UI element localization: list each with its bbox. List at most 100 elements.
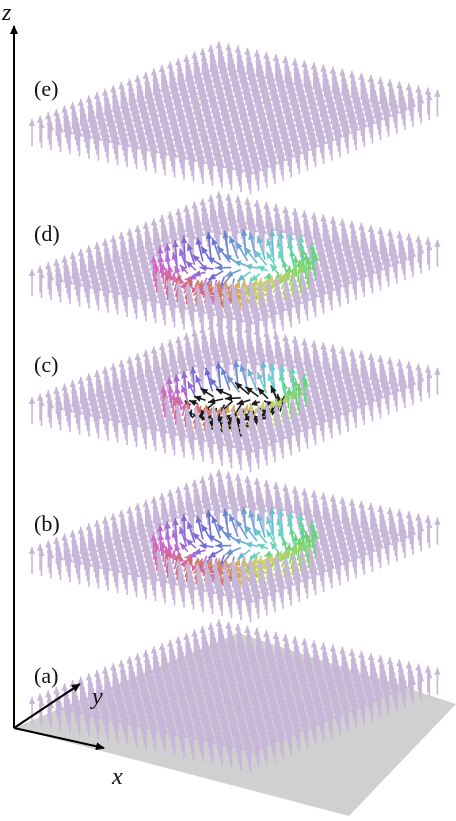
- spin-arrow-head: [317, 239, 324, 247]
- spin-arrow-head: [369, 266, 376, 274]
- spin-arrow-head: [239, 134, 246, 142]
- spin-arrow-head: [203, 64, 210, 72]
- spin-arrow-head: [276, 273, 283, 281]
- spin-arrow-head: [213, 494, 220, 502]
- spin-arrow-head: [122, 376, 129, 384]
- spin-arrow-head: [230, 287, 238, 295]
- spin-arrow-head: [264, 207, 271, 215]
- spin-arrow-head: [211, 133, 219, 141]
- spin-arrow-head: [236, 329, 243, 337]
- spin-arrow-head: [294, 647, 301, 655]
- spin-arrow-head: [207, 44, 214, 52]
- spin-arrow-head: [287, 506, 295, 513]
- spin-arrow-head: [134, 225, 141, 233]
- spin-arrow-head: [285, 567, 292, 575]
- spin-arrow-head: [218, 589, 226, 596]
- spin-arrow-head: [221, 341, 228, 349]
- spin-arrow-head: [291, 208, 299, 216]
- spin-arrow-head: [344, 368, 352, 376]
- spin-arrow-head: [377, 505, 384, 513]
- spin-arrow-head: [73, 396, 80, 404]
- spin-arrow-head: [276, 348, 284, 356]
- spin-arrow-head: [267, 346, 274, 354]
- spin-arrow-head: [312, 495, 319, 503]
- spin-arrow-head: [160, 142, 167, 150]
- spin-arrow-head: [302, 215, 309, 223]
- spin-arrow-head: [28, 547, 36, 554]
- spin-arrow-head: [259, 144, 266, 152]
- spin-arrow-head: [417, 246, 425, 254]
- spin-arrow-head: [179, 542, 187, 551]
- spin-arrow-head: [85, 373, 93, 381]
- spin-arrow-head: [359, 78, 366, 86]
- spin-arrow-head: [36, 265, 44, 273]
- spin-arrow-head: [114, 251, 121, 259]
- spin-arrow-head: [205, 142, 212, 150]
- spin-arrow-head: [123, 568, 131, 575]
- spin-arrow-head: [263, 402, 270, 410]
- spin-arrow-head: [333, 119, 341, 127]
- spin-arrow-head: [260, 113, 268, 121]
- spin-arrow-head: [365, 250, 372, 258]
- spin-arrow-head: [289, 366, 296, 374]
- spin-arrow-head: [331, 386, 338, 394]
- spin-arrow-head: [249, 292, 257, 299]
- spin-arrow-head: [245, 439, 253, 447]
- spin-arrow-head: [36, 115, 44, 123]
- spin-arrow-head: [45, 390, 52, 398]
- spin-arrow-head: [257, 555, 264, 563]
- spin-arrow-head: [198, 301, 205, 309]
- spin-arrow-head: [65, 271, 72, 279]
- spin-arrow-head: [110, 235, 117, 243]
- spin-arrow-head: [322, 75, 330, 83]
- spin-arrow-head: [352, 365, 360, 373]
- spin-arrow-head: [272, 54, 280, 61]
- spin-arrow-head: [249, 647, 257, 655]
- spin-arrow-head: [247, 403, 254, 411]
- spin-arrow-head: [137, 514, 144, 522]
- spin-arrow-head: [233, 298, 241, 306]
- spin-arrow-head: [145, 396, 152, 404]
- spin-arrow-head: [139, 375, 147, 382]
- spin-arrow-head: [138, 519, 145, 527]
- spin-arrow-head: [206, 111, 213, 119]
- spin-arrow-head: [175, 486, 182, 494]
- spin-arrow-head: [287, 518, 294, 527]
- spin-arrow-head: [196, 73, 204, 81]
- spin-arrow-head: [104, 99, 112, 107]
- spin-arrow-head: [355, 376, 362, 384]
- spin-arrow-head: [304, 293, 311, 301]
- spin-arrow-head: [114, 287, 121, 295]
- spin-arrow-head: [263, 88, 270, 96]
- spin-arrow-head: [185, 556, 192, 564]
- spin-arrow-head: [291, 94, 299, 102]
- spin-arrow-head: [274, 281, 281, 289]
- spin-arrow-head: [146, 366, 154, 374]
- spin-arrow-head: [297, 230, 304, 238]
- spin-arrow-head: [275, 214, 282, 222]
- spin-arrow-head: [297, 235, 305, 243]
- spin-arrow-head: [294, 291, 302, 299]
- spin-arrow-head: [305, 112, 312, 120]
- spin-arrow-head: [256, 210, 263, 218]
- spin-arrow-head: [298, 543, 305, 552]
- spin-arrow-head: [174, 544, 181, 552]
- spin-arrow-head: [312, 140, 319, 148]
- spin-arrow-head: [278, 75, 285, 83]
- spin-arrow-head: [350, 226, 357, 234]
- spin-arrow-head: [253, 122, 261, 130]
- spin-arrow-head: [215, 191, 223, 199]
- spin-arrow-head: [200, 331, 208, 339]
- spin-arrow-head: [426, 371, 433, 379]
- spin-arrow-head: [207, 622, 214, 630]
- spin-arrow-head: [158, 493, 166, 500]
- spin-arrow-head: [237, 484, 244, 492]
- spin-arrow-head: [199, 156, 207, 164]
- spin-arrow-head: [332, 263, 339, 271]
- spin-arrow-head: [253, 664, 261, 671]
- spin-arrow-head: [137, 86, 144, 94]
- spin-arrow-head: [227, 482, 235, 490]
- spin-arrow-head: [111, 368, 118, 376]
- spin-arrow-head: [77, 526, 84, 534]
- spin-arrow-head: [259, 499, 266, 507]
